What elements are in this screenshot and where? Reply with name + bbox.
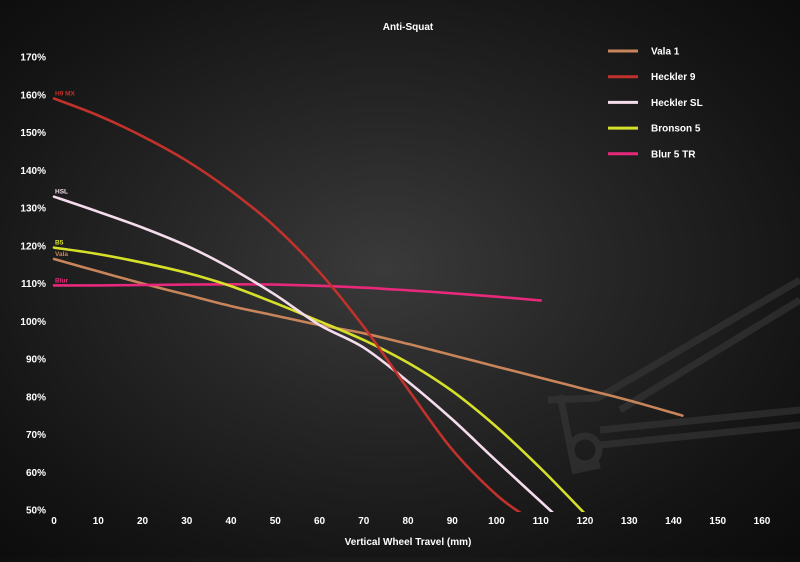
series-line-blur-5-tr — [52, 282, 543, 302]
y-tick-label: 120% — [20, 241, 46, 252]
x-tick-label: 0 — [51, 516, 57, 527]
x-tick-label: 40 — [225, 516, 237, 527]
y-tick-label: 70% — [26, 430, 46, 441]
y-tick-label: 140% — [20, 166, 46, 177]
x-tick-label: 80 — [402, 516, 414, 527]
x-axis-label: Vertical Wheel Travel (mm) — [345, 537, 472, 548]
series-layer: Vala H9 MX HSL B5 Blur — [52, 91, 684, 512]
x-tick-label: 20 — [137, 516, 149, 527]
y-tick-label: 60% — [26, 468, 46, 479]
series-line-heckler-9 — [52, 97, 522, 512]
legend-label: Bronson 5 — [651, 124, 701, 135]
x-tick-label: 130 — [621, 516, 638, 527]
x-tick-label: 120 — [577, 516, 594, 527]
x-tick-label: 10 — [93, 516, 105, 527]
y-tick-label: 80% — [26, 392, 46, 403]
y-axis: 50% 60% 70% 80% 90% 100% 110% 120% 130% 140% 150% 1… — [20, 53, 46, 517]
y-tick-label: 90% — [26, 355, 46, 366]
legend-label: Vala 1 — [651, 47, 680, 58]
series-start-tag: Blur — [55, 277, 68, 284]
x-tick-label: 30 — [181, 516, 193, 527]
y-tick-label: 160% — [20, 90, 46, 101]
series-line-vala-1 — [52, 257, 684, 417]
y-tick-label: 150% — [20, 128, 46, 139]
x-tick-label: 50 — [270, 516, 282, 527]
x-tick-label: 100 — [488, 516, 505, 527]
series-start-tag: Vala — [55, 251, 68, 258]
series-line-bronson-5 — [52, 246, 586, 512]
x-tick-label: 150 — [709, 516, 726, 527]
x-tick-label: 70 — [358, 516, 370, 527]
y-tick-label: 130% — [20, 204, 46, 215]
series-line-heckler-sl — [52, 195, 554, 512]
legend-label: Heckler 9 — [651, 72, 696, 83]
x-tick-label: 90 — [447, 516, 459, 527]
x-axis: 0 10 20 30 40 50 60 70 80 90 100 110 120 130 140 150 160 — [51, 516, 771, 527]
legend-label: Heckler SL — [651, 98, 703, 109]
background-bike-frame-silhouette — [547, 276, 800, 475]
x-tick-label: 60 — [314, 516, 326, 527]
series-start-tag: HSL — [55, 189, 68, 196]
y-tick-label: 100% — [20, 317, 46, 328]
x-tick-label: 160 — [754, 516, 771, 527]
x-tick-label: 140 — [665, 516, 682, 527]
legend: Vala 1 Heckler 9 Heckler SL Bronson 5 Blur 5… — [608, 47, 703, 160]
legend-label: Blur 5 TR — [651, 149, 696, 160]
series-start-tag: B5 — [55, 240, 64, 247]
y-tick-label: 110% — [21, 279, 46, 290]
chart-title: Anti-Squat — [383, 22, 434, 33]
x-tick-label: 110 — [533, 516, 550, 527]
series-start-tag: H9 MX — [55, 91, 76, 98]
y-tick-label: 170% — [20, 53, 46, 64]
y-tick-label: 50% — [26, 506, 46, 517]
